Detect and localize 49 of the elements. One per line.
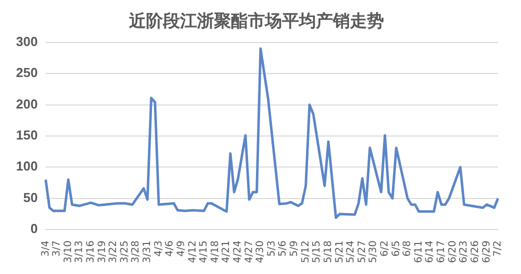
- y-tick-label: 0: [30, 221, 38, 236]
- x-tick-label: 6/11: [413, 240, 424, 264]
- x-tick-label: 5/24: [346, 240, 357, 264]
- x-tick-label: 3/31: [142, 240, 154, 264]
- x-tick-label: 6/14: [424, 240, 436, 264]
- y-tick-label: 50: [23, 190, 38, 205]
- x-tick-label: 5/6: [278, 240, 289, 257]
- y-tick-label: 100: [16, 158, 38, 174]
- x-tick-label: 6/20: [447, 240, 458, 264]
- y-tick-label: 300: [16, 34, 38, 49]
- x-tick-label: 3/4: [40, 240, 52, 257]
- y-tick-label: 250: [16, 65, 38, 80]
- x-tick-label: 3/19: [96, 240, 108, 264]
- x-tick-label: 4/27: [244, 240, 255, 264]
- x-tick-label: 5/15: [312, 240, 323, 264]
- x-tick-label: 3/10: [62, 240, 74, 264]
- x-tick-label: 5/3: [266, 240, 278, 257]
- x-tick-label: 6/29: [481, 240, 492, 264]
- x-tick-label: 5/12: [300, 240, 312, 264]
- x-tick-label: 6/23: [458, 240, 470, 264]
- x-tick-label: 5/30: [368, 240, 380, 264]
- x-tick-label: 6/5: [390, 240, 402, 257]
- x-tick-label: 4/12: [187, 240, 198, 264]
- x-tick-label: 3/25: [119, 240, 130, 264]
- x-tick-label: 6/8: [402, 240, 414, 257]
- x-tick-label: 6/26: [470, 240, 481, 264]
- x-tick-label: 5/18: [322, 240, 334, 264]
- x-tick-label: 4/24: [232, 240, 244, 264]
- x-tick-label: 7/2: [492, 240, 504, 257]
- x-tick-label: 4/30: [255, 240, 266, 264]
- x-tick-label: 6/17: [436, 240, 448, 264]
- x-tick-label: 3/13: [74, 240, 86, 264]
- x-tick-label: 4/6: [164, 240, 176, 257]
- x-tick-label: 3/16: [86, 240, 97, 264]
- x-tick-label: 4/3: [153, 240, 164, 257]
- x-tick-label: 4/21: [221, 240, 232, 264]
- x-tick-label: 4/18: [210, 240, 221, 264]
- x-tick-label: 6/2: [380, 240, 391, 257]
- x-tick-label: 5/27: [356, 240, 368, 264]
- x-tick-label: 4/9: [176, 240, 187, 257]
- x-tick-label: 3/7: [52, 240, 63, 257]
- x-tick-label: 4/15: [198, 240, 210, 264]
- y-tick-label: 200: [16, 96, 38, 112]
- x-tick-label: 5/21: [334, 240, 346, 264]
- x-tick-label: 5/9: [289, 240, 300, 257]
- chart-title: 近阶段江浙聚酯市场平均产销走势: [128, 12, 384, 31]
- y-tick-label: 150: [16, 128, 38, 143]
- x-tick-label: 3/22: [108, 240, 120, 264]
- x-tick-label: 3/28: [130, 240, 142, 264]
